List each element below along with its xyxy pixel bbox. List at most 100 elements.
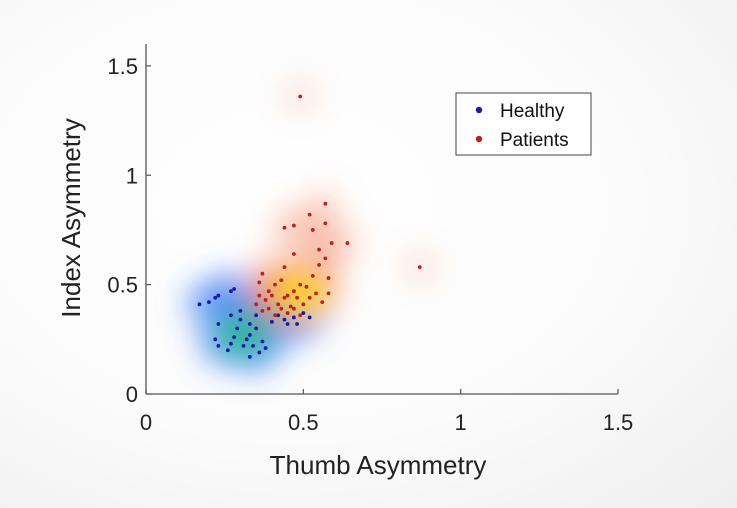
point-healthy xyxy=(244,337,249,342)
point-patients xyxy=(276,302,281,307)
point-healthy xyxy=(232,335,237,340)
point-healthy xyxy=(282,317,287,322)
point-patients xyxy=(279,278,284,283)
y-tick-label: 0.5 xyxy=(107,273,138,298)
point-patients xyxy=(310,228,315,232)
legend-label-patients: Patients xyxy=(500,130,569,151)
point-healthy xyxy=(213,295,218,300)
point-patients xyxy=(266,289,271,294)
point-patients xyxy=(266,306,271,311)
point-patients xyxy=(282,225,287,230)
point-patients xyxy=(273,282,277,287)
point-healthy xyxy=(216,322,221,326)
point-patients xyxy=(314,291,318,296)
point-patients xyxy=(317,263,321,267)
x-tick-label: 0.5 xyxy=(288,410,319,435)
point-healthy xyxy=(295,322,299,326)
legend-marker-patients xyxy=(475,135,483,143)
point-healthy xyxy=(301,311,306,315)
point-healthy xyxy=(254,313,259,318)
point-healthy xyxy=(213,337,218,342)
legend: Healthy Patients xyxy=(455,92,592,156)
density-core-healthy-inner xyxy=(235,316,264,341)
x-tick-label: 0 xyxy=(140,410,152,435)
point-patients xyxy=(298,94,303,99)
point-patients xyxy=(260,271,265,276)
point-healthy xyxy=(251,343,255,348)
point-patients xyxy=(329,241,334,245)
point-patients xyxy=(295,295,299,300)
point-healthy xyxy=(291,315,296,320)
y-tick-label: 0 xyxy=(126,382,138,407)
point-patients xyxy=(326,276,331,280)
point-patients xyxy=(323,221,328,226)
point-patients xyxy=(282,265,287,270)
x-axis-title: Thumb Asymmetry xyxy=(270,450,487,480)
point-patients xyxy=(307,295,312,300)
point-healthy xyxy=(216,343,221,348)
point-patients xyxy=(298,313,303,318)
axes xyxy=(145,44,618,395)
point-patients xyxy=(269,293,274,298)
point-patients xyxy=(417,265,422,270)
point-healthy xyxy=(285,322,290,326)
point-healthy xyxy=(257,350,262,355)
point-patients xyxy=(345,241,350,245)
point-patients xyxy=(310,273,315,278)
y-tick-label: 1.5 xyxy=(107,54,138,79)
point-healthy xyxy=(229,313,233,318)
point-healthy xyxy=(229,341,233,346)
point-healthy xyxy=(207,300,211,305)
point-healthy xyxy=(247,354,252,359)
legend-marker-healthy xyxy=(475,106,483,114)
point-patients xyxy=(291,306,296,311)
point-patients xyxy=(323,201,328,206)
x-tick-label: 1 xyxy=(455,410,467,435)
point-healthy xyxy=(229,289,233,294)
point-patients xyxy=(301,302,306,307)
point-patients xyxy=(291,223,296,228)
legend-box xyxy=(455,92,592,156)
point-patients xyxy=(282,295,287,300)
point-patients xyxy=(257,293,262,298)
point-patients xyxy=(273,313,277,318)
point-healthy xyxy=(276,313,281,318)
point-healthy xyxy=(216,293,221,298)
point-patients xyxy=(254,302,259,307)
point-patients xyxy=(304,284,309,289)
point-healthy xyxy=(238,317,243,322)
point-patients xyxy=(285,311,290,315)
point-healthy xyxy=(247,322,252,326)
y-tick-label: 1 xyxy=(126,163,138,188)
point-patients xyxy=(285,293,290,298)
point-healthy xyxy=(197,302,202,307)
point-patients xyxy=(291,289,296,294)
point-patients xyxy=(288,304,293,309)
point-patients xyxy=(323,256,328,261)
point-healthy xyxy=(254,326,259,331)
legend-label-healthy: Healthy xyxy=(500,101,565,122)
point-healthy xyxy=(238,308,243,313)
point-healthy xyxy=(241,343,246,348)
y-axis-title: Index Asymmetry xyxy=(56,118,86,317)
point-patients xyxy=(317,247,321,252)
point-patients xyxy=(260,308,265,313)
point-healthy xyxy=(260,339,265,344)
point-healthy xyxy=(263,346,268,350)
point-patients xyxy=(307,212,312,217)
point-healthy xyxy=(307,315,312,320)
point-patients xyxy=(279,306,284,311)
ticks: 0 0.5 1 1.5 0 0.5 1 1.5 xyxy=(107,54,633,435)
point-healthy xyxy=(247,333,252,337)
point-healthy xyxy=(225,348,230,353)
density-layer xyxy=(178,77,439,378)
x-tick-label: 1.5 xyxy=(603,410,634,435)
points-layer xyxy=(197,94,422,359)
point-healthy xyxy=(235,326,240,331)
point-patients xyxy=(263,298,268,302)
point-patients xyxy=(326,291,331,296)
point-patients xyxy=(298,282,303,287)
point-healthy xyxy=(232,287,237,291)
point-patients xyxy=(257,280,262,285)
